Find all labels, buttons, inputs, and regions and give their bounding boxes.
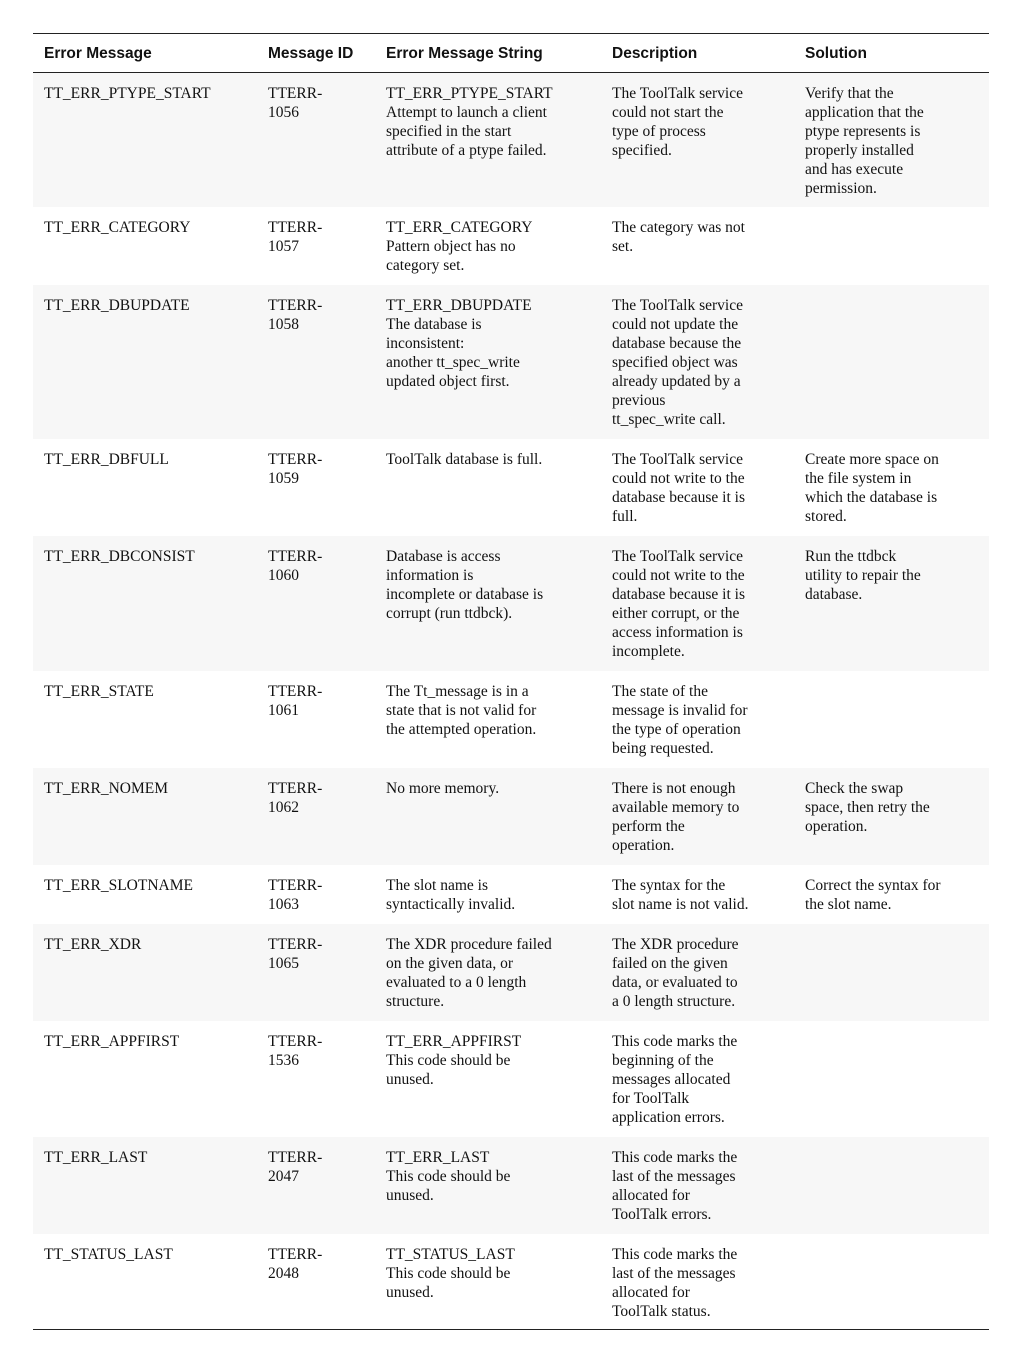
table-row: TT_ERR_DBUPDATE TTERR- 1058 TT_ERR_DBUPDAT… — [33, 284, 989, 439]
cell-error-message: TT_ERR_SLOTNAME — [44, 876, 193, 894]
cell-solution: Create more space on the file system in … — [805, 450, 939, 525]
table-header-row: Error Message Message ID Error Message S… — [33, 33, 989, 73]
table-row: TT_ERR_SLOTNAME TTERR- 1063 The slot name … — [33, 865, 989, 924]
cell-description: The ToolTalk service could not write to … — [612, 547, 745, 660]
cell-description: This code marks the last of the messages… — [612, 1148, 738, 1223]
cell-error-message: TT_ERR_NOMEM — [44, 779, 168, 797]
cell-error-message: TT_ERR_XDR — [44, 935, 142, 953]
cell-error-message-string: TT_ERR_LAST This code should be unused. — [386, 1148, 511, 1204]
cell-message-id: TTERR- 2048 — [268, 1245, 323, 1282]
cell-error-message-string: TT_ERR_APPFIRST This code should be unus… — [386, 1032, 522, 1088]
cell-message-id: TTERR- 1057 — [268, 218, 323, 255]
cell-description: The XDR procedure failed on the given da… — [612, 935, 739, 1010]
cell-message-id: TTERR- 1063 — [268, 876, 323, 913]
cell-message-id: TTERR- 1536 — [268, 1032, 323, 1069]
header-solution: Solution — [805, 44, 867, 62]
cell-solution — [794, 671, 989, 768]
cell-message-id: TTERR- 1056 — [268, 85, 323, 121]
cell-error-message: TT_ERR_PTYPE_START — [44, 85, 211, 102]
header-message-id: Message ID — [268, 44, 354, 62]
cell-message-id: TTERR- 1062 — [268, 779, 323, 816]
cell-description: This code marks the last of the messages… — [612, 1245, 738, 1320]
cell-description: The syntax for the slot name is not vali… — [612, 876, 749, 913]
cell-error-message-string: TT_ERR_CATEGORY Pattern object has no ca… — [386, 218, 533, 274]
error-codes-table: Error Message Message ID Error Message S… — [33, 33, 989, 1330]
cell-description: The category was not set. — [612, 218, 745, 255]
table-row: TT_ERR_DBFULL TTERR- 1059 ToolTalk databas… — [33, 439, 989, 536]
table-row: TT_ERR_NOMEM TTERR- 1062 No more memory. Th… — [33, 767, 989, 865]
cell-error-message-string: Database is access information is incomp… — [386, 547, 544, 622]
cell-error-message: TT_ERR_LAST — [44, 1148, 148, 1166]
table-row: TT_ERR_XDR TTERR- 1065 The XDR procedure f… — [33, 923, 989, 1021]
cell-error-message: TT_ERR_DBFULL — [44, 450, 169, 468]
table-row: TT_ERR_LAST TTERR- 2047 TT_ERR_LAST This c… — [33, 1136, 989, 1234]
cell-message-id: TTERR- 1065 — [268, 935, 323, 972]
cell-error-message-string: The slot name is syntactically invalid. — [386, 876, 516, 913]
cell-description: The ToolTalk service could not write to … — [612, 450, 745, 525]
cell-error-message-string: TT_ERR_PTYPE_START Attempt to launch a c… — [386, 85, 553, 159]
cell-solution — [794, 1137, 989, 1234]
cell-message-id: TTERR- 1061 — [268, 682, 323, 719]
cell-message-id: TTERR- 1059 — [268, 450, 323, 487]
cell-error-message: TT_ERR_CATEGORY — [44, 218, 191, 236]
cell-error-message-string: TT_STATUS_LAST This code should be unuse… — [386, 1245, 515, 1301]
cell-description: The ToolTalk service could not start the… — [612, 85, 743, 159]
cell-solution: Run the ttdbck utility to repair the dat… — [805, 547, 921, 603]
cell-description: There is not enough available memory to … — [612, 779, 740, 854]
cell-error-message-string: The Tt_message is in a state that is not… — [386, 682, 537, 738]
cell-description: This code marks the beginning of the mes… — [612, 1032, 738, 1126]
table-row: TT_STATUS_LAST TTERR- 2048 TT_STATUS_LAST … — [33, 1234, 989, 1330]
cell-error-message: TT_ERR_DBCONSIST — [44, 547, 195, 565]
cell-message-id: TTERR- 1060 — [268, 547, 323, 584]
cell-error-message-string: ToolTalk database is full. — [386, 450, 543, 468]
table-row: TT_ERR_APPFIRST TTERR- 1536 TT_ERR_APPFIRS… — [33, 1021, 989, 1137]
header-error-message: Error Message — [44, 44, 152, 62]
header-description: Description — [612, 44, 698, 62]
table-row: TT_ERR_PTYPE_START TTERR- 1056 TT_ERR_PTYP… — [33, 72, 989, 207]
cell-message-id: TTERR- 2047 — [268, 1148, 323, 1185]
cell-solution: Verify that the application that the pty… — [805, 85, 924, 197]
table-row: TT_ERR_CATEGORY TTERR- 1057 TT_ERR_CATEGOR… — [33, 207, 989, 285]
cell-solution — [794, 1234, 989, 1330]
header-error-message-string: Error Message String — [386, 44, 543, 62]
cell-message-id: TTERR- 1058 — [268, 296, 323, 333]
cell-description: The state of the message is invalid for … — [612, 682, 748, 757]
cell-solution — [794, 924, 989, 1021]
table-body: TT_ERR_PTYPE_START TTERR- 1056 TT_ERR_PTYP… — [33, 72, 989, 1330]
cell-solution — [794, 207, 989, 285]
cell-solution: Correct the syntax for the slot name. — [805, 876, 941, 913]
cell-error-message: TT_ERR_STATE — [44, 682, 154, 700]
cell-solution — [794, 285, 989, 439]
cell-solution — [794, 1021, 989, 1137]
cell-error-message: TT_ERR_APPFIRST — [44, 1032, 180, 1050]
table-row: TT_ERR_DBCONSIST TTERR- 1060 Database is a… — [33, 535, 989, 671]
cell-error-message-string: The XDR procedure failed on the given da… — [386, 935, 552, 1010]
table-row: TT_ERR_STATE TTERR- 1061 The Tt_message is… — [33, 671, 989, 768]
cell-error-message-string: No more memory. — [386, 779, 500, 797]
cell-description: The ToolTalk service could not update th… — [612, 296, 743, 428]
cell-error-message: TT_ERR_DBUPDATE — [44, 296, 190, 314]
cell-error-message: TT_STATUS_LAST — [44, 1245, 173, 1263]
cell-error-message-string: TT_ERR_DBUPDATE The database is inconsis… — [386, 296, 532, 390]
cell-solution: Check the swap space, then retry the ope… — [805, 779, 930, 835]
